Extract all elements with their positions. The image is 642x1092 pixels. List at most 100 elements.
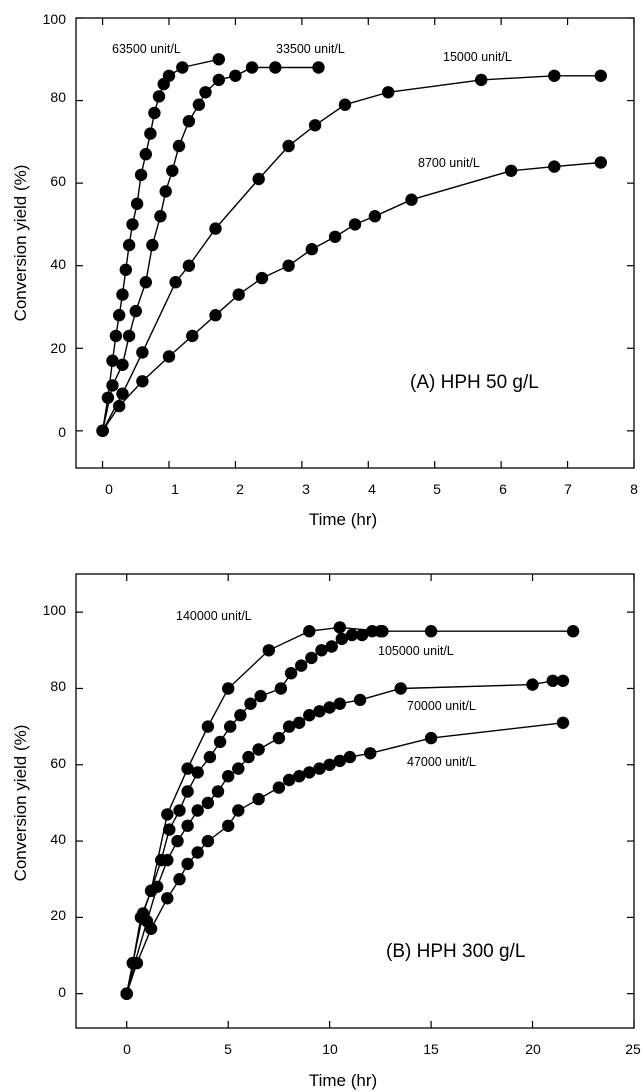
data-point: [312, 61, 325, 74]
y-tick-label: 20: [50, 340, 66, 356]
data-point: [546, 674, 559, 687]
data-point: [166, 164, 179, 177]
data-point: [159, 185, 172, 198]
data-point: [364, 747, 377, 760]
data-point: [269, 61, 282, 74]
data-point: [176, 61, 189, 74]
data-point: [556, 716, 570, 729]
panel-a: 0 20 40 60 80 100 0 1 2 3 4 5 6 7 8 Time…: [11, 11, 638, 529]
data-point: [333, 754, 346, 768]
data-point: [293, 770, 306, 783]
data-point: [255, 271, 269, 285]
series-label-105000: 105000 unit/L: [378, 644, 454, 658]
data-point: [139, 276, 152, 289]
data-point: [366, 625, 379, 638]
data-point: [173, 873, 186, 886]
data-point: [308, 119, 322, 132]
data-point: [504, 164, 518, 177]
data-point: [333, 697, 346, 710]
data-point: [232, 288, 245, 301]
y-tick-label: 100: [43, 602, 67, 618]
data-point: [376, 625, 389, 638]
data-point: [333, 621, 346, 634]
series-label-140000: 140000 unit/L: [176, 609, 252, 623]
data-point: [203, 750, 217, 764]
data-point: [148, 106, 161, 120]
data-point: [96, 424, 109, 437]
data-point: [101, 391, 115, 404]
data-point: [548, 69, 561, 83]
data-point: [151, 880, 164, 893]
data-point: [181, 785, 194, 798]
panel-label: (A) HPH 50 g/L: [410, 372, 539, 393]
data-point: [136, 375, 149, 388]
data-point: [345, 628, 359, 642]
data-point: [348, 218, 362, 231]
data-point: [213, 735, 227, 749]
data-point: [272, 731, 286, 745]
data-point: [209, 222, 222, 235]
data-point: [199, 86, 212, 99]
plot-frame: [75, 17, 635, 469]
x-axis-title: Time (hr): [309, 510, 377, 529]
y-tick-label: 0: [58, 424, 66, 440]
data-point: [382, 86, 395, 99]
data-point: [113, 309, 126, 322]
data-point: [191, 804, 204, 817]
data-point: [368, 210, 382, 223]
data-point: [181, 857, 194, 871]
data-point: [134, 168, 148, 182]
data-point: [126, 218, 139, 231]
data-point: [355, 628, 369, 642]
data-point: [161, 808, 174, 821]
data-point: [116, 358, 129, 371]
data-point: [594, 69, 607, 83]
data-point: [323, 758, 336, 771]
data-points: [96, 53, 607, 437]
data-point: [144, 127, 157, 140]
data-point: [106, 379, 119, 392]
y-tick-label: 40: [50, 831, 66, 847]
data-point: [424, 625, 438, 638]
data-point: [181, 819, 194, 832]
data-point: [222, 770, 235, 783]
data-point: [120, 987, 133, 1000]
data-point: [186, 329, 199, 343]
data-point: [201, 720, 215, 733]
data-point: [282, 139, 295, 153]
data-point: [303, 766, 316, 779]
x-tick-label: 0: [123, 1041, 131, 1057]
data-point: [146, 238, 159, 252]
data-point: [252, 792, 265, 806]
data-point: [475, 73, 488, 87]
data-point: [106, 354, 119, 367]
y-tick-label: 100: [43, 11, 67, 27]
data-point: [222, 682, 235, 695]
panel-label: (B) HPH 300 g/L: [386, 941, 525, 962]
y-axis-title: Conversion yield (%): [11, 165, 30, 322]
data-point: [313, 705, 326, 718]
data-point: [154, 210, 167, 223]
data-point: [163, 823, 176, 836]
data-point: [394, 682, 407, 695]
data-point: [209, 309, 222, 322]
data-point: [181, 762, 194, 775]
data-point: [293, 716, 306, 729]
y-tick-label: 80: [50, 89, 66, 105]
data-point: [262, 644, 275, 657]
data-point: [109, 329, 123, 343]
series-label-70000: 70000 unit/L: [407, 699, 476, 713]
x-tick-label: 5: [433, 481, 441, 497]
data-point: [122, 238, 136, 252]
data-point: [272, 781, 286, 794]
series-line: [101, 66, 319, 431]
x-tick-label: 15: [423, 1041, 439, 1057]
x-axis-title: Time (hr): [309, 1071, 377, 1090]
y-tick-label: 60: [50, 755, 66, 771]
data-point: [405, 193, 418, 206]
data-point: [313, 762, 326, 775]
data-point: [244, 697, 257, 710]
data-point: [172, 139, 186, 153]
x-tick-label: 2: [236, 481, 244, 497]
data-point: [335, 632, 348, 646]
